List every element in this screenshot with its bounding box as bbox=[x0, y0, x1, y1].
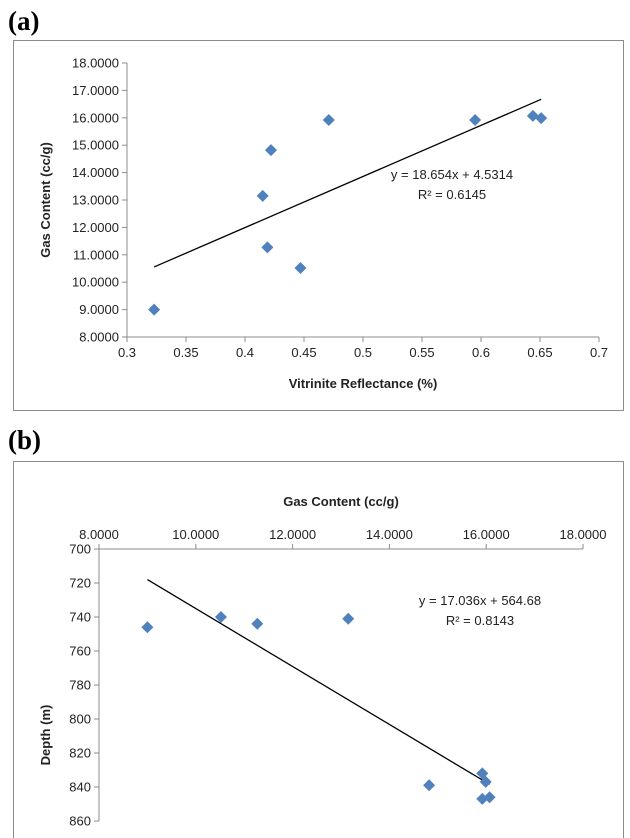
a-y-tick-label: 9.0000 bbox=[79, 302, 119, 317]
a-x-tick-label: 0.4 bbox=[236, 345, 254, 360]
a-data-point bbox=[148, 303, 161, 316]
b-data-point bbox=[214, 611, 227, 623]
b-y-tick-label: 780 bbox=[69, 678, 91, 693]
panel-a-label: (a) bbox=[8, 6, 40, 36]
a-data-point bbox=[264, 144, 277, 157]
chart-b-frame bbox=[13, 461, 624, 838]
a-y-axis-title: Gas Content (cc/g) bbox=[38, 142, 53, 258]
a-y-tick-label: 13.0000 bbox=[72, 193, 119, 208]
b-y-tick-label: 700 bbox=[69, 542, 91, 557]
b-y-tick-label: 860 bbox=[69, 814, 91, 829]
a-data-point bbox=[469, 113, 482, 126]
a-y-tick-label: 8.0000 bbox=[79, 330, 119, 345]
b-x-tick-label: 18.0000 bbox=[560, 527, 607, 542]
b-y-tick-label: 820 bbox=[69, 746, 91, 761]
b-y-tick-label: 720 bbox=[69, 576, 91, 591]
a-x-axis-title: Vitrinite Reflectance (%) bbox=[289, 376, 438, 391]
b-r2-label: R² = 0.8143 bbox=[446, 613, 514, 628]
a-y-tick-label: 11.0000 bbox=[73, 247, 119, 262]
a-y-tick-label: 10.0000 bbox=[72, 275, 119, 290]
a-equation-label: y = 18.654x + 4.5314 bbox=[391, 167, 513, 182]
a-x-tick-label: 0.7 bbox=[590, 345, 608, 360]
a-data-point bbox=[526, 109, 539, 122]
b-equation-label: y = 17.036x + 564.68 bbox=[419, 593, 541, 608]
b-data-point bbox=[483, 791, 496, 804]
b-y-tick-label: 840 bbox=[69, 780, 91, 795]
b-y-tick-label: 800 bbox=[69, 712, 91, 727]
b-data-point bbox=[342, 612, 355, 625]
b-y-tick-label: 740 bbox=[69, 610, 91, 625]
chart-a-frame bbox=[13, 40, 624, 411]
a-r2-label: R² = 0.6145 bbox=[418, 187, 486, 202]
panel-b-label: (b) bbox=[8, 425, 41, 455]
a-data-point bbox=[256, 189, 269, 202]
a-x-tick-label: 0.3 bbox=[118, 345, 136, 360]
a-y-tick-label: 12.0000 bbox=[72, 220, 119, 235]
a-data-point bbox=[535, 112, 548, 125]
b-y-axis-title: Depth (m) bbox=[38, 705, 53, 766]
a-x-tick-label: 0.65 bbox=[527, 345, 552, 360]
a-data-point bbox=[294, 261, 307, 274]
b-x-axis-title: Gas Content (cc/g) bbox=[283, 494, 399, 509]
b-x-tick-label: 14.0000 bbox=[366, 527, 413, 542]
a-y-tick-label: 16.0000 bbox=[72, 110, 119, 125]
a-x-tick-label: 0.5 bbox=[354, 345, 372, 360]
b-data-point bbox=[479, 775, 492, 788]
a-x-tick-label: 0.35 bbox=[173, 345, 198, 360]
b-data-point bbox=[423, 779, 436, 792]
a-y-tick-label: 17.0000 bbox=[72, 83, 119, 98]
a-data-point bbox=[261, 241, 274, 254]
a-x-tick-label: 0.55 bbox=[409, 345, 434, 360]
a-data-point bbox=[322, 113, 335, 126]
b-data-point bbox=[251, 617, 264, 630]
b-x-tick-label: 12.0000 bbox=[269, 527, 316, 542]
b-trendline bbox=[147, 579, 490, 785]
a-x-tick-label: 0.6 bbox=[472, 345, 490, 360]
a-y-tick-label: 14.0000 bbox=[72, 165, 119, 180]
a-y-tick-label: 15.0000 bbox=[72, 138, 119, 153]
b-x-tick-label: 10.0000 bbox=[172, 527, 219, 542]
b-y-tick-label: 760 bbox=[69, 644, 91, 659]
b-x-tick-label: 16.0000 bbox=[463, 527, 510, 542]
b-data-point bbox=[141, 621, 154, 634]
a-x-tick-label: 0.45 bbox=[291, 345, 316, 360]
b-x-tick-label: 8.0000 bbox=[79, 527, 119, 542]
a-y-tick-label: 18.0000 bbox=[72, 56, 119, 71]
a-trendline bbox=[153, 98, 542, 268]
